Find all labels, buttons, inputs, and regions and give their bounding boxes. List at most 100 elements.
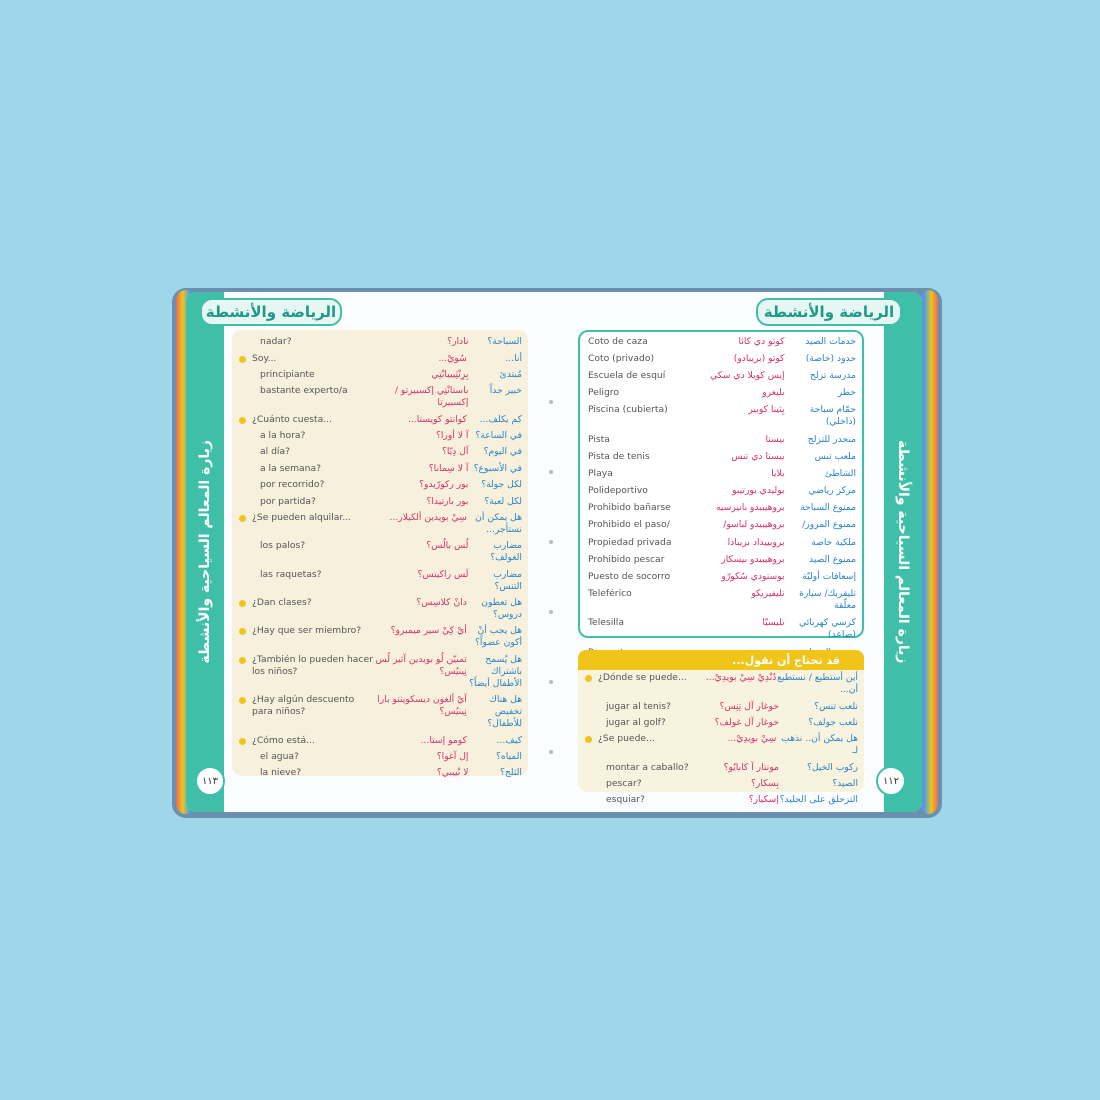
pronunciation: سِيْ بويدين ألكيلار... — [389, 511, 467, 523]
page-edges — [918, 290, 938, 814]
arabic-meaning: منحدر للتزلج — [807, 433, 857, 445]
binding-hole — [549, 680, 553, 684]
pronunciation: تليفيريكو — [751, 588, 785, 600]
phrase-row: Puesto de socorro بوستودي سُكورّو إسعافات … — [586, 568, 856, 585]
binding-hole — [549, 540, 553, 544]
spanish-text: Piscina (cubierta) — [588, 404, 668, 416]
phrase-panel: nadar? نادار؟ السباحة؟ Soy... سُويْ... أنا...… — [232, 330, 528, 778]
pronunciation: كوتو دي كاثا — [738, 335, 785, 347]
arabic-meaning: خبير جداً — [489, 385, 522, 397]
arabic-meaning: لكل لعبة؟ — [484, 495, 522, 507]
phrase-row: Telesilla تليسيّا كرسي كهربائي (صاعد) — [586, 615, 856, 644]
phrase-row: ¿Dan clases? دانْ كلاسِس؟ هل تعطون دروس؟ — [238, 595, 522, 623]
arabic-meaning: إسعافات أوليّة — [802, 571, 857, 583]
pronunciation: آ لا أورا؟ — [435, 430, 469, 442]
spanish-text: montar a caballo? — [606, 761, 689, 773]
spanish-text: Telesilla — [588, 617, 624, 629]
phrase-row: Coto de caza كوتو دي كاثا خدمات الصيد — [586, 333, 856, 350]
spanish-text: Pista — [588, 433, 610, 445]
side-title: زيارة المعالم السياحية والأنشطة — [197, 440, 213, 664]
spanish-text: Prohibido el paso/ — [588, 519, 670, 531]
pronunciation: إيس كويلا دي سكي — [710, 369, 785, 381]
arabic-meaning: المياه؟ — [496, 750, 522, 762]
phrase-row: ¿Se pueden alquilar... سِيْ بويدين ألكيلا… — [238, 510, 522, 538]
arabic-meaning: مضارب الغولف؟ — [490, 540, 522, 564]
spanish-text: Soy... — [238, 353, 374, 365]
phrase-row: esquiar? إسكيار؟ التزحلق على الجليد؟ — [584, 792, 858, 808]
pronunciation: بروهيبيدو بانيرسيه — [715, 502, 785, 514]
phrase-row: por recorrido? بور ركورّيدو؟ لكل جولة؟ — [238, 477, 522, 493]
arabic-meaning: الثلج؟ — [500, 767, 522, 779]
arabic-meaning: ممنوع الصيد — [808, 553, 857, 565]
phrase-row: ¿Cuánto cuesta... كوانتو كويستا... كم يكلف… — [238, 412, 522, 428]
arabic-meaning: كرسي كهربائي (صاعد) — [799, 617, 857, 641]
pronunciation: آ لا سِمانا؟ — [428, 462, 469, 474]
arabic-meaning: الصيد؟ — [832, 778, 858, 790]
spanish-text: a la hora? — [260, 430, 306, 442]
phrase-row: Prohibido bañarse بروهيبيدو بانيرسيه ممنوع… — [586, 500, 856, 517]
arabic-meaning: كيف... — [496, 734, 522, 746]
spanish-text: ¿Cómo está... — [238, 735, 374, 747]
pronunciation: بروهيبيدو لباسو/ — [723, 519, 785, 531]
spanish-text: Escuela de esquí — [588, 369, 666, 381]
spanish-text: ¿Cuánto cuesta... — [238, 414, 374, 426]
side-strip: زيارة المعالم السياحية والأنشطة — [186, 292, 224, 812]
pronunciation: تليسيّا — [762, 617, 785, 629]
spanish-text: pescar? — [606, 778, 642, 790]
phrase-row: la nieve? لا نْييبي؟ الثلج؟ — [238, 765, 522, 781]
tip-title: قد تحتاج أن تقول... — [578, 650, 864, 670]
spanish-text: ¿También lo pueden hacer los niños? — [238, 654, 374, 690]
binding-hole — [549, 750, 553, 754]
binding-hole — [549, 610, 553, 614]
phrase-row: ¿Se puede... سِيْ بويدِيْ... هل يمكن أن.. … — [584, 731, 858, 759]
pronunciation: سُويْ... — [438, 352, 467, 364]
pronunciation: بوليدي بورتيبو — [732, 485, 785, 497]
phrase-row: al día? آل دِيّا؟ في اليوم؟ — [238, 444, 522, 460]
pronunciation: كوانتو كويستا... — [407, 413, 467, 425]
spanish-text: las raquetas? — [260, 568, 322, 580]
spanish-text: principiante — [260, 368, 315, 380]
pronunciation: بوستودي سُكورّو — [721, 571, 785, 583]
arabic-meaning: في اليوم؟ — [483, 446, 522, 458]
phrase-row: ¿Hay que ser miembro? أيْ كِيْ سير ميمبرو… — [238, 623, 522, 651]
phrase-row: ¿Dónde se puede... دُنْدِيْ سِيْ بويدِيْ.… — [584, 670, 858, 698]
pronunciation: بيستا دي تنس — [731, 450, 785, 462]
arabic-meaning: خدمات الصيد — [805, 335, 857, 347]
arabic-meaning: أنا... — [505, 352, 522, 364]
pronunciation: مونتار آ كابايُو؟ — [723, 761, 779, 773]
phrase-row: las raquetas? لَس راكيتس؟ مضارب التنس؟ — [238, 567, 522, 595]
arabic-meaning: هل يُسمح باشتراك الأطفال أيضاً؟ — [469, 653, 522, 689]
pronunciation: بِثينا كوبير — [748, 404, 785, 416]
arabic-meaning: حدود (خاصة) — [805, 352, 857, 364]
signs-panel: Coto de caza كوتو دي كاثا خدمات الصيد Coto … — [578, 330, 864, 682]
arabic-meaning: مُبتدئ — [499, 368, 522, 380]
spanish-text: Playa — [588, 467, 613, 479]
pronunciation: آل دِيّا؟ — [442, 446, 469, 458]
phrase-row: a la hora? آ لا أورا؟ في الساعة؟ — [238, 428, 522, 444]
arabic-meaning: ملعب تنس — [814, 450, 857, 462]
side-title: زيارة المعالم السياحية والأنشطة — [895, 440, 911, 664]
phrase-row: ¿Hay algún descuento para niños? آيْ ألغو… — [238, 692, 522, 732]
pronunciation: كومو إستا... — [420, 734, 467, 746]
spanish-text: ¿Hay algún descuento para niños? — [238, 694, 374, 730]
spanish-text: Prohibido bañarse — [588, 502, 671, 514]
pronunciation: باستانْتِي إكسبيرتو / إكسبيرتا — [394, 385, 469, 409]
spanish-text: Peligro — [588, 387, 619, 399]
spanish-text: jugar al golf? — [606, 716, 666, 728]
arabic-meaning: مركز رياضي — [808, 485, 857, 497]
arabic-meaning: كم يكلف... — [479, 413, 522, 425]
tip-panel: قد تحتاج أن تقول... ¿Dónde se puede... دُ… — [578, 650, 864, 805]
arabic-meaning: ممنوع المرور/ — [802, 519, 857, 531]
pronunciation: سِيْ بويدِيْ... — [727, 733, 777, 745]
phrase-row: montar a caballo? مونتار آ كابايُو؟ ركوب ا… — [584, 760, 858, 776]
arabic-meaning: في الساعة؟ — [475, 430, 522, 442]
pronunciation: دُنْدِيْ سِيْ بويدِيْ... — [705, 672, 777, 684]
spanish-text: bastante experto/a — [260, 385, 348, 397]
phrase-row: por partida? بور بارتيدا؟ لكل لعبة؟ — [238, 493, 522, 509]
arabic-meaning: تليفريك/ سيارة معلّقة — [799, 588, 857, 612]
phrase-row: Prohibido el paso/بروهيبيدو لباسو/ممنوع … — [586, 517, 856, 534]
pronunciation: لَس راكيتس؟ — [417, 568, 469, 580]
spanish-text: por partida? — [260, 495, 316, 507]
arabic-meaning: السباحة؟ — [487, 336, 522, 348]
spanish-text: los palos? — [260, 540, 306, 552]
